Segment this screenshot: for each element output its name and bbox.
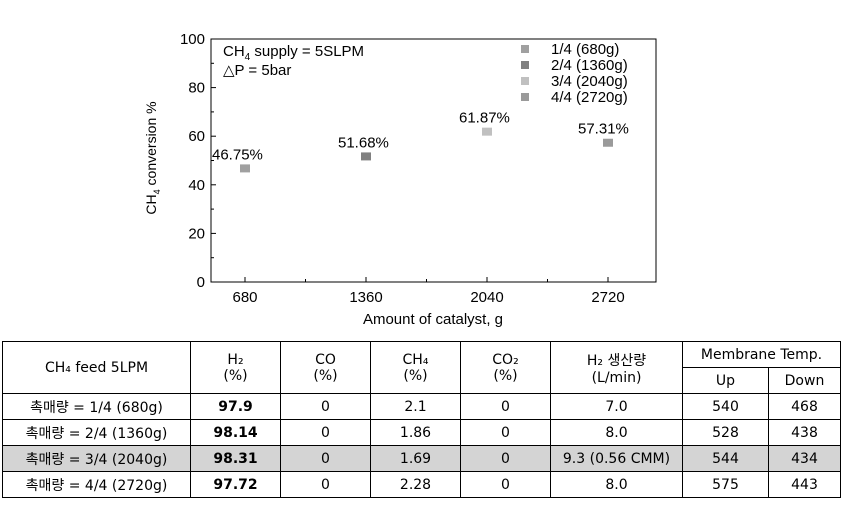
row-label: 촉매량 = 1/4 (680g)	[2, 393, 191, 420]
cell-h2: 98.31	[190, 445, 281, 472]
cell-co: 0	[280, 445, 371, 472]
y-axis: 0 20 40 60 80 100	[180, 31, 216, 291]
data-label: 46.75%	[212, 146, 263, 163]
x-tick-label: 1360	[349, 289, 382, 306]
cell-co2: 0	[460, 419, 551, 446]
cell-down: 438	[768, 419, 841, 446]
cell-up: 575	[682, 471, 769, 498]
header-co2: CO₂ (%)	[460, 341, 551, 394]
row-label: 촉매량 = 4/4 (2720g)	[2, 471, 191, 498]
cell-up: 528	[682, 419, 769, 446]
data-point	[240, 164, 250, 173]
cell-down: 468	[768, 393, 841, 420]
cell-co2: 0	[460, 471, 551, 498]
data-label: 57.31%	[578, 121, 629, 138]
cell-down: 434	[768, 445, 841, 472]
cell-production: 8.0	[550, 471, 683, 498]
data-point	[482, 127, 492, 136]
y-axis-label: CH4 conversion %	[143, 101, 162, 214]
cell-ch4: 2.28	[370, 471, 461, 498]
header-up: Up	[682, 367, 769, 394]
data-label: 51.68%	[338, 134, 389, 151]
cell-production: 7.0	[550, 393, 683, 420]
results-table: CH₄ feed 5LPM H₂ (%) CO (%) CH₄ (%) CO₂ (%) …	[2, 341, 841, 498]
legend-label: 1/4 (680g)	[551, 41, 619, 58]
data-point	[361, 152, 371, 161]
table-row-highlighted: 촉매량 = 3/4 (2040g) 98.31 0 1.69 0 9.3 (0.…	[2, 445, 841, 472]
header-membrane: Membrane Temp.	[682, 341, 841, 368]
cell-ch4: 2.1	[370, 393, 461, 420]
x-axis-label: Amount of catalyst, g	[363, 311, 503, 328]
cell-up: 544	[682, 445, 769, 472]
data-point	[603, 138, 613, 147]
y-tick-label: 80	[188, 80, 205, 97]
legend-label: 2/4 (1360g)	[551, 57, 628, 74]
cell-h2: 97.72	[190, 471, 281, 498]
cell-co2: 0	[460, 445, 551, 472]
cell-co: 0	[280, 471, 371, 498]
cell-up: 540	[682, 393, 769, 420]
legend-swatch	[521, 77, 529, 85]
header-h2: H₂ (%)	[190, 341, 281, 394]
annotation-supply: CH4 supply = 5SLPM	[223, 43, 364, 63]
legend-label: 4/4 (2720g)	[551, 89, 628, 106]
cell-h2: 97.9	[190, 393, 281, 420]
y-tick-label: 100	[180, 31, 205, 48]
header-ch4: CH₄ (%)	[370, 341, 461, 394]
annotation-pressure: △P = 5bar	[223, 62, 291, 79]
y-tick-label: 60	[188, 128, 205, 145]
row-label: 촉매량 = 3/4 (2040g)	[2, 445, 191, 472]
data-label: 61.87%	[459, 110, 510, 127]
cell-ch4: 1.86	[370, 419, 461, 446]
cell-co: 0	[280, 419, 371, 446]
legend-swatch	[521, 93, 529, 101]
y-tick-label: 20	[188, 225, 205, 242]
legend-label: 3/4 (2040g)	[551, 73, 628, 90]
table-row: 촉매량 = 2/4 (1360g) 98.14 0 1.86 0 8.0 528…	[2, 419, 841, 446]
cell-co2: 0	[460, 393, 551, 420]
header-co: CO (%)	[280, 341, 371, 394]
y-tick-label: 40	[188, 177, 205, 194]
header-down: Down	[768, 367, 841, 394]
row-label: 촉매량 = 2/4 (1360g)	[2, 419, 191, 446]
legend: 1/4 (680g)2/4 (1360g)3/4 (2040g)4/4 (272…	[521, 41, 628, 106]
table-row: 촉매량 = 4/4 (2720g) 97.72 0 2.28 0 8.0 575…	[2, 471, 841, 498]
x-tick-label: 2040	[470, 289, 503, 306]
data-labels: 46.75% 51.68% 61.87% 57.31%	[212, 110, 629, 164]
data-points	[240, 127, 613, 173]
cell-ch4: 1.69	[370, 445, 461, 472]
table-header-row: CH₄ feed 5LPM H₂ (%) CO (%) CH₄ (%) CO₂ (%) …	[2, 341, 841, 394]
cell-down: 443	[768, 471, 841, 498]
y-tick-label: 0	[197, 274, 205, 291]
table-row: 촉매량 = 1/4 (680g) 97.9 0 2.1 0 7.0 540 46…	[2, 393, 841, 420]
header-production: H₂ 생산량 (L/min)	[550, 341, 683, 394]
x-axis: 680 1360 2040 2720	[232, 277, 625, 306]
x-tick-label: 2720	[591, 289, 624, 306]
cell-h2: 98.14	[190, 419, 281, 446]
legend-swatch	[521, 61, 529, 69]
x-tick-label: 680	[232, 289, 257, 306]
cell-production: 8.0	[550, 419, 683, 446]
cell-production: 9.3 (0.56 CMM)	[550, 445, 683, 472]
cell-co: 0	[280, 393, 371, 420]
header-feed: CH₄ feed 5LPM	[2, 341, 191, 394]
legend-swatch	[521, 45, 529, 53]
